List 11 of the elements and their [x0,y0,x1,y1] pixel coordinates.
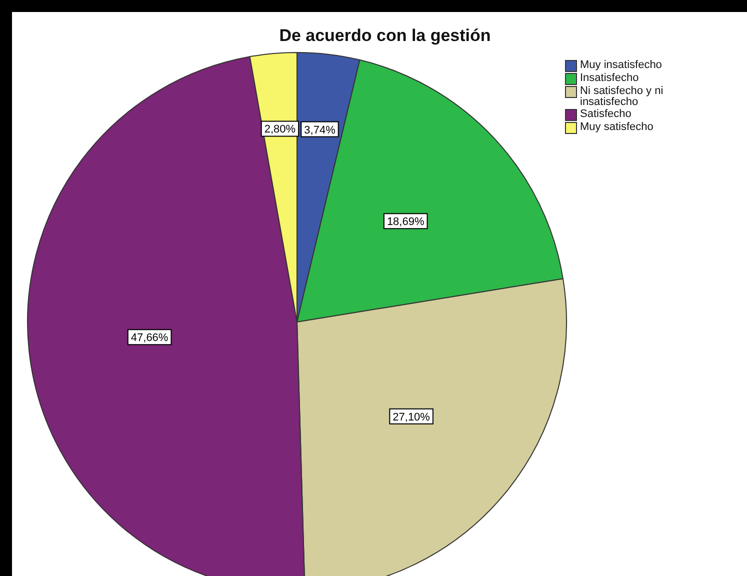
data-label: 3,74% [304,124,336,136]
legend-label: Satisfecho [580,108,632,120]
chart-title: De acuerdo con la gestión [278,26,492,46]
data-label: 27,10% [392,411,430,424]
legend-label: Muy satisfecho [580,121,654,133]
data-label: 2,80% [264,124,296,136]
data-label: 47,66% [130,332,168,344]
data-label: 18,69% [386,216,424,228]
legend-label: Insatisfecho [580,72,639,84]
legend-label: Ni satisfecho y ni insatisfecho [580,85,664,108]
legend-label: Muy insatisfecho [580,59,662,71]
